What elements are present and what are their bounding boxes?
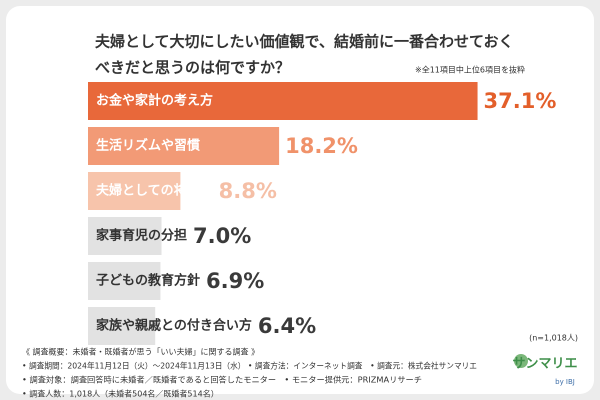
footer: • 調査人数：1,018人（未婚者504名／既婚者514名） bbox=[22, 389, 219, 399]
bar bbox=[88, 82, 478, 120]
bar bbox=[88, 217, 162, 255]
footer: • 調査対象：調査回答時に未婚者／既婚者であると回答したモニター • モニター提… bbox=[22, 375, 422, 385]
note: ※全11項目中上位6項目を抜粋 bbox=[415, 65, 525, 75]
value-label: 18.2% bbox=[285, 134, 358, 158]
logo-icon bbox=[514, 354, 528, 368]
logo-sub: by IBJ bbox=[555, 378, 575, 386]
bar bbox=[88, 307, 156, 345]
chart-title: 夫婦として大切にしたい価値観で、結婚前に一番合わせておく bbox=[95, 33, 514, 51]
bar-label: 子どもの教育方針 bbox=[96, 273, 200, 289]
value-label: 6.9% bbox=[206, 269, 264, 293]
value-label: 6.4% bbox=[258, 314, 316, 338]
footer: 《 調査概要：未婚者・既婚者が思う「いい夫婦」に関する調査 》 bbox=[22, 347, 259, 357]
bar-label: 夫婦としての将来像 bbox=[96, 183, 214, 199]
value-label: 37.1% bbox=[484, 89, 557, 113]
bar-label: 家族や親戚との付き合い方 bbox=[96, 318, 252, 334]
bar bbox=[88, 172, 181, 210]
value-label: 8.8% bbox=[219, 179, 277, 203]
bar-label: 生活リズムや習慣 bbox=[96, 138, 200, 154]
sample-size: (n=1,018人) bbox=[529, 334, 578, 343]
bar bbox=[88, 127, 280, 165]
bar bbox=[88, 262, 161, 300]
value-label: 7.0% bbox=[193, 224, 251, 248]
footer: • 調査期間：2024年11月12日（火）〜2024年11月13日（水） • 調… bbox=[22, 361, 477, 371]
bar-label: 家事育児の分担 bbox=[96, 228, 187, 244]
chart-title: べきだと思うのは何ですか？ bbox=[95, 59, 290, 77]
bar-label: お金や家計の考え方 bbox=[96, 93, 213, 109]
logo: サンマリエ bbox=[512, 357, 577, 372]
